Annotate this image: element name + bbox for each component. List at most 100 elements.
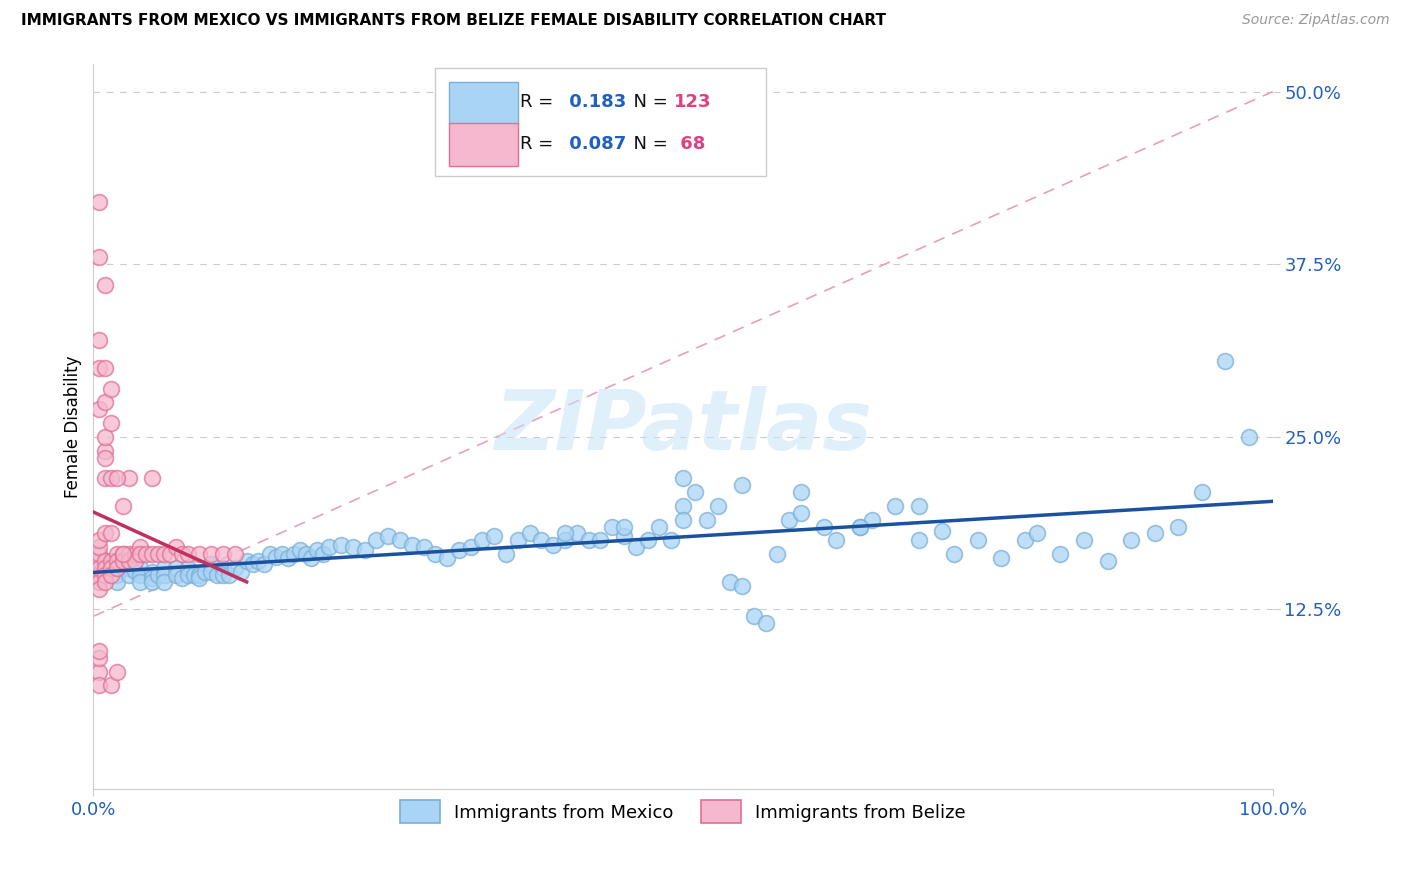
Point: [129, 547, 152, 561]
Point: [589, 533, 612, 548]
Point: [312, 547, 335, 561]
Point: [259, 547, 281, 561]
Point: [89, 567, 111, 582]
Point: [100, 567, 122, 582]
Point: [731, 478, 754, 492]
Point: [578, 533, 600, 548]
Point: [849, 519, 872, 533]
Point: [124, 554, 146, 568]
Point: [229, 565, 252, 579]
Y-axis label: Female Disability: Female Disability: [65, 355, 82, 498]
Point: [111, 499, 134, 513]
Point: [188, 547, 211, 561]
Text: 123: 123: [673, 94, 711, 112]
Point: [1119, 533, 1142, 548]
Point: [813, 519, 835, 533]
Point: [105, 547, 128, 561]
Point: [165, 541, 187, 555]
Text: R =: R =: [520, 94, 560, 112]
Point: [148, 547, 170, 561]
Point: [613, 519, 636, 533]
Point: [100, 678, 122, 692]
Point: [89, 561, 111, 575]
Point: [176, 561, 198, 575]
Point: [124, 564, 146, 578]
FancyBboxPatch shape: [436, 68, 765, 177]
Point: [242, 557, 264, 571]
Point: [778, 513, 800, 527]
Point: [100, 416, 122, 430]
Point: [100, 526, 122, 541]
Point: [100, 554, 122, 568]
Point: [165, 567, 187, 582]
Point: [89, 541, 111, 555]
Point: [718, 574, 741, 589]
Point: [129, 574, 152, 589]
Point: [89, 547, 111, 561]
Legend: Immigrants from Mexico, Immigrants from Belize: Immigrants from Mexico, Immigrants from …: [394, 793, 973, 830]
Point: [353, 543, 375, 558]
Text: 0.087: 0.087: [562, 135, 626, 153]
FancyBboxPatch shape: [450, 82, 517, 124]
Point: [89, 333, 111, 347]
Point: [283, 547, 305, 561]
Point: [89, 582, 111, 596]
Point: [165, 561, 187, 575]
Point: [94, 554, 117, 568]
Point: [860, 513, 883, 527]
Point: [318, 541, 340, 555]
Point: [447, 543, 470, 558]
Point: [89, 533, 111, 548]
Point: [1191, 485, 1213, 500]
Point: [212, 567, 235, 582]
Point: [377, 529, 399, 543]
Point: [471, 533, 494, 548]
Point: [530, 533, 553, 548]
Point: [330, 537, 353, 551]
Point: [401, 537, 423, 551]
Point: [105, 574, 128, 589]
Point: [1167, 519, 1189, 533]
Point: [111, 547, 134, 561]
Point: [105, 554, 128, 568]
Point: [366, 533, 388, 548]
Point: [111, 547, 134, 561]
Point: [388, 533, 411, 548]
Point: [495, 547, 517, 561]
Point: [790, 506, 813, 520]
Point: [194, 565, 217, 579]
Point: [613, 529, 636, 543]
Point: [672, 513, 695, 527]
Point: [153, 567, 176, 582]
Point: [247, 554, 270, 568]
Point: [135, 547, 157, 561]
Point: [1014, 533, 1036, 548]
Point: [94, 450, 117, 465]
Point: [105, 561, 128, 575]
Point: [541, 537, 564, 551]
Point: [89, 678, 111, 692]
Point: [624, 541, 647, 555]
Point: [141, 574, 163, 589]
Point: [118, 567, 141, 582]
Point: [342, 541, 364, 555]
Point: [94, 567, 117, 582]
Point: [436, 551, 458, 566]
Point: [118, 547, 141, 561]
Point: [94, 471, 117, 485]
Point: [89, 402, 111, 417]
Point: [637, 533, 659, 548]
Point: [648, 519, 671, 533]
Point: [224, 561, 246, 575]
Point: [183, 567, 205, 582]
Point: [94, 526, 117, 541]
Point: [672, 471, 695, 485]
Point: [554, 533, 576, 548]
Point: [301, 551, 323, 566]
Point: [884, 499, 907, 513]
Point: [100, 561, 122, 575]
Point: [118, 471, 141, 485]
Point: [212, 547, 235, 561]
Text: 0.183: 0.183: [562, 94, 626, 112]
Point: [141, 471, 163, 485]
